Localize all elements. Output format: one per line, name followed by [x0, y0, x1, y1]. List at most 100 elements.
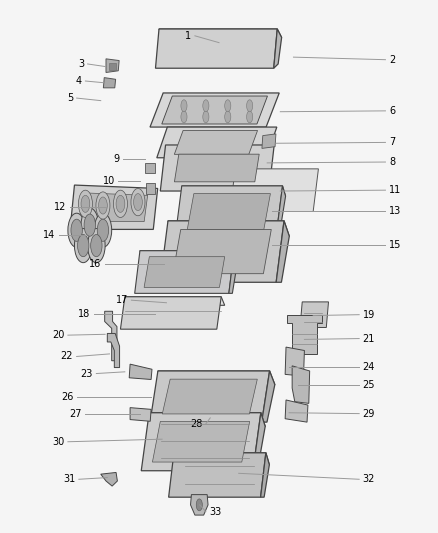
Polygon shape	[230, 169, 318, 212]
Text: 29: 29	[363, 409, 375, 418]
Polygon shape	[187, 193, 270, 229]
Polygon shape	[300, 302, 328, 327]
Polygon shape	[150, 93, 279, 127]
Text: 6: 6	[389, 106, 395, 116]
Text: 28: 28	[190, 419, 202, 429]
Text: 12: 12	[54, 202, 67, 212]
Text: 33: 33	[209, 507, 222, 516]
Polygon shape	[145, 163, 155, 173]
Polygon shape	[101, 472, 117, 486]
Circle shape	[99, 197, 107, 214]
Polygon shape	[129, 364, 152, 379]
Circle shape	[94, 213, 112, 247]
Text: 25: 25	[363, 381, 375, 391]
Polygon shape	[152, 422, 250, 462]
Text: 27: 27	[69, 409, 82, 419]
Text: 3: 3	[78, 59, 84, 69]
Circle shape	[78, 190, 92, 217]
Polygon shape	[261, 453, 269, 497]
Text: 10: 10	[102, 176, 115, 186]
Text: 21: 21	[363, 334, 375, 344]
Polygon shape	[158, 371, 275, 385]
Text: 14: 14	[43, 230, 56, 239]
Circle shape	[113, 190, 127, 217]
Polygon shape	[285, 347, 304, 376]
Polygon shape	[285, 400, 308, 422]
Polygon shape	[160, 145, 274, 191]
Bar	[109, 63, 116, 70]
Polygon shape	[159, 29, 282, 37]
Circle shape	[71, 219, 82, 241]
Circle shape	[247, 111, 253, 123]
Circle shape	[203, 111, 209, 123]
Polygon shape	[150, 371, 269, 422]
Polygon shape	[135, 251, 234, 293]
Polygon shape	[168, 221, 290, 236]
Circle shape	[203, 100, 209, 112]
Text: 22: 22	[60, 351, 73, 361]
Polygon shape	[276, 221, 290, 282]
Circle shape	[91, 235, 102, 257]
Polygon shape	[105, 311, 117, 361]
Text: 19: 19	[363, 310, 375, 320]
Polygon shape	[106, 59, 119, 72]
Polygon shape	[274, 29, 282, 68]
Polygon shape	[149, 413, 265, 426]
Text: 26: 26	[61, 392, 73, 401]
Text: 24: 24	[363, 362, 375, 372]
Circle shape	[81, 208, 99, 242]
Circle shape	[116, 195, 125, 212]
Text: 17: 17	[116, 295, 128, 305]
Text: 2: 2	[389, 55, 395, 64]
Polygon shape	[146, 183, 155, 193]
Polygon shape	[276, 186, 286, 237]
Polygon shape	[162, 379, 257, 414]
Polygon shape	[174, 453, 269, 465]
Text: 20: 20	[52, 330, 64, 340]
Circle shape	[131, 189, 145, 216]
Text: 18: 18	[78, 309, 91, 319]
Polygon shape	[70, 185, 158, 229]
Text: 15: 15	[389, 240, 401, 250]
Circle shape	[78, 235, 89, 257]
Text: 8: 8	[389, 157, 395, 167]
Circle shape	[181, 100, 187, 112]
Text: 4: 4	[76, 76, 82, 86]
Polygon shape	[130, 408, 151, 421]
Polygon shape	[120, 297, 221, 329]
Circle shape	[88, 229, 105, 263]
Text: 7: 7	[389, 138, 395, 148]
Polygon shape	[173, 230, 271, 273]
Polygon shape	[125, 297, 225, 305]
Text: 31: 31	[63, 474, 75, 484]
Circle shape	[181, 111, 187, 123]
Circle shape	[96, 192, 110, 219]
Text: 11: 11	[389, 185, 401, 195]
Polygon shape	[162, 96, 268, 124]
Polygon shape	[292, 366, 310, 403]
Text: 5: 5	[67, 93, 73, 103]
Polygon shape	[103, 78, 116, 88]
Text: 1: 1	[185, 31, 191, 41]
Polygon shape	[160, 221, 284, 282]
Polygon shape	[253, 413, 265, 471]
Text: 9: 9	[113, 155, 119, 165]
Circle shape	[134, 193, 142, 211]
Polygon shape	[191, 495, 208, 515]
Polygon shape	[140, 251, 237, 261]
Polygon shape	[107, 334, 120, 368]
Text: 16: 16	[89, 260, 102, 269]
Text: 30: 30	[52, 437, 64, 447]
Polygon shape	[174, 131, 258, 155]
Polygon shape	[157, 127, 277, 158]
Polygon shape	[229, 251, 237, 293]
Text: 32: 32	[363, 474, 375, 484]
Polygon shape	[175, 186, 283, 237]
Text: 13: 13	[389, 206, 401, 216]
Polygon shape	[182, 186, 286, 196]
Circle shape	[84, 214, 95, 236]
Polygon shape	[141, 413, 261, 471]
Circle shape	[81, 195, 90, 212]
Polygon shape	[79, 193, 148, 222]
Circle shape	[68, 213, 85, 247]
